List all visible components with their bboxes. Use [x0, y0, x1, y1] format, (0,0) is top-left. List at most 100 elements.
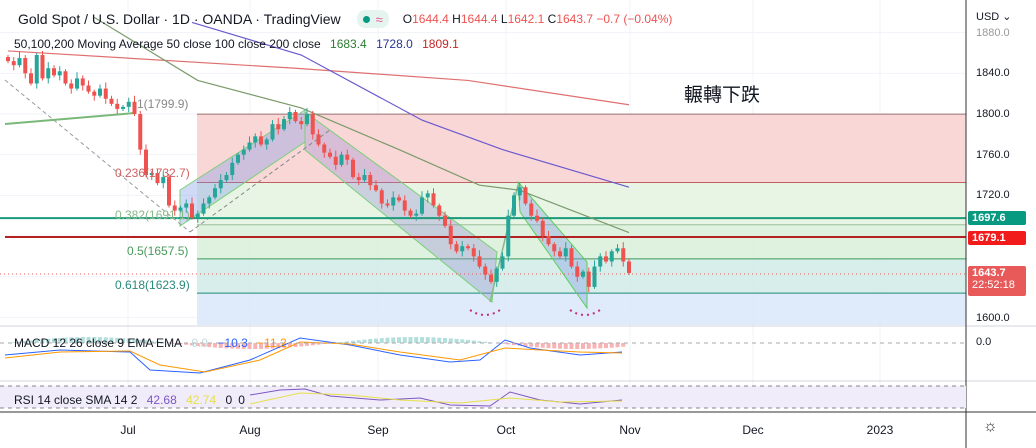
candle	[103, 88, 108, 99]
macd-histogram-bar	[402, 337, 407, 343]
candle	[604, 256, 608, 262]
macd-histogram-bar	[397, 337, 401, 343]
candle	[586, 271, 591, 287]
candle	[569, 248, 574, 267]
macd-histogram-bar	[512, 343, 516, 346]
macd-histogram-bar	[431, 337, 436, 343]
macd-histogram-bar	[201, 343, 206, 347]
macd-histogram-bar	[345, 341, 350, 343]
macd-histogram-bar	[138, 339, 143, 343]
macd-histogram-bar	[540, 343, 545, 348]
market-status[interactable]: ≈	[356, 10, 389, 28]
candle	[121, 106, 125, 109]
candle	[115, 103, 120, 109]
candle	[264, 139, 269, 145]
macd-histogram-bar	[374, 338, 378, 343]
candle	[615, 248, 620, 252]
settings-gear-icon[interactable]: ☼	[983, 418, 998, 435]
candle	[362, 175, 367, 181]
candle	[581, 271, 585, 277]
market-open-dot-icon	[362, 15, 370, 23]
candle	[46, 68, 51, 79]
macd-histogram-bar	[75, 337, 79, 343]
candle	[328, 152, 332, 157]
macd-histogram-bar	[293, 343, 298, 347]
macd-histogram-bar	[207, 343, 212, 348]
macd-histogram-bar	[621, 343, 626, 347]
macd-histogram-bar	[615, 343, 620, 348]
candle	[213, 188, 217, 198]
candle	[236, 154, 240, 163]
macd-histogram-bar	[316, 343, 321, 345]
macd-histogram-bar	[322, 343, 327, 345]
candle	[69, 83, 74, 89]
candle	[126, 101, 131, 107]
candle	[29, 73, 33, 84]
macd-histogram-bar	[466, 339, 470, 343]
delay-icon: ≈	[375, 11, 383, 27]
candle	[241, 149, 246, 155]
macd-histogram-bar	[604, 343, 608, 349]
macd-histogram-bar	[132, 339, 137, 343]
time-tick: Nov	[619, 423, 641, 437]
candle	[408, 210, 413, 216]
candle	[443, 215, 447, 226]
macd-histogram-bar	[40, 339, 45, 343]
candle	[621, 248, 626, 262]
ma-legend[interactable]: 50,100,200 Moving Average 50 close 100 c…	[14, 37, 459, 51]
candle	[322, 144, 327, 153]
candle	[356, 177, 361, 181]
candle	[201, 203, 206, 214]
candle	[540, 220, 545, 237]
candle	[305, 114, 309, 125]
candle	[132, 101, 137, 114]
candle	[6, 57, 10, 62]
candle	[592, 266, 597, 287]
candle	[167, 177, 171, 206]
symbol-title[interactable]: Gold Spot / U.S. Dollar · 1D · OANDA · T…	[18, 11, 341, 27]
candle	[454, 244, 459, 252]
candle	[276, 124, 281, 130]
candle	[138, 114, 143, 150]
macd-histogram-bar	[264, 343, 269, 349]
macd-histogram-bar	[270, 343, 275, 349]
macd-histogram-bar	[563, 343, 568, 349]
candle	[172, 205, 177, 211]
macd-histogram-bar	[310, 343, 315, 346]
candle	[282, 119, 286, 130]
fib-zone	[197, 224, 966, 259]
macd-legend[interactable]: MACD 12 26 close 9 EMA EMA 0.9 −10.3 −11…	[14, 336, 287, 350]
macd-histogram-bar	[80, 337, 85, 343]
candle	[57, 71, 62, 76]
currency-selector[interactable]: USD ⌄	[976, 11, 1012, 23]
macd-histogram-bar	[29, 340, 33, 343]
macd-histogram-bar	[609, 343, 614, 348]
fib-label-0236: 0.236(1732.7)	[115, 166, 190, 180]
candle	[345, 154, 350, 160]
candle	[230, 162, 235, 176]
macd-histogram-bar	[448, 338, 453, 343]
candle	[287, 111, 292, 120]
fib-label-0382: 0.382(1691.1)	[115, 208, 190, 222]
macd-histogram-bar	[351, 340, 355, 343]
candle	[92, 91, 97, 96]
rsi-sma-line	[249, 392, 623, 405]
candle	[190, 203, 194, 218]
time-tick: Jul	[120, 423, 136, 437]
candle	[299, 121, 304, 125]
macd-histogram-bar	[339, 342, 344, 343]
candle	[546, 236, 551, 245]
annotation-text: 輾轉下跌	[684, 85, 761, 106]
candle	[23, 58, 28, 74]
candle	[483, 266, 488, 275]
macd-histogram-bar	[109, 337, 114, 343]
trend-line	[4, 112, 136, 125]
candle	[448, 225, 453, 245]
macd-histogram-bar	[471, 340, 476, 343]
macd-histogram-bar	[575, 343, 580, 349]
ma100-line	[191, 21, 630, 188]
candle	[379, 190, 384, 204]
price-tick: 1600.0	[976, 312, 1010, 324]
